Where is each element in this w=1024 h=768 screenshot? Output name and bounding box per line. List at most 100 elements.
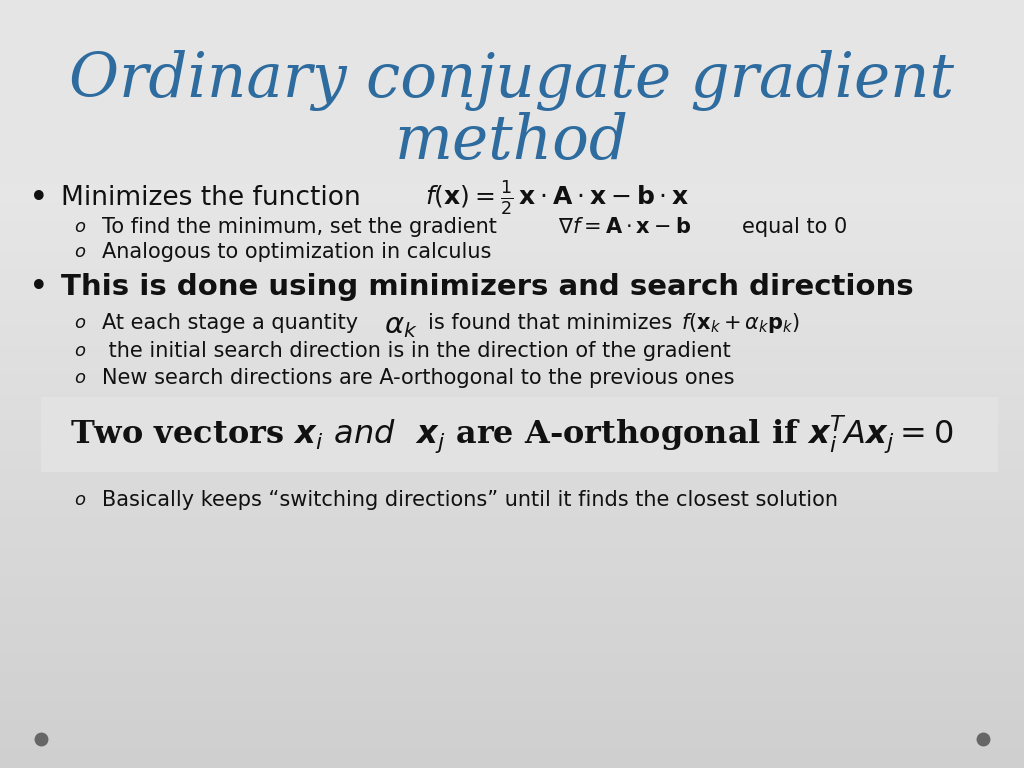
Text: At each stage a quantity: At each stage a quantity	[102, 313, 358, 333]
Bar	[0, 749, 1024, 759]
Text: Minimizes the function: Minimizes the function	[61, 185, 361, 211]
Bar	[0, 682, 1024, 691]
Bar	[0, 134, 1024, 144]
Bar	[41, 397, 998, 472]
Bar	[0, 0, 1024, 9]
Bar	[0, 0, 1024, 384]
Bar	[0, 317, 1024, 326]
Bar	[0, 730, 1024, 739]
Bar	[0, 720, 1024, 730]
Bar	[0, 106, 1024, 115]
Bar	[0, 384, 1024, 768]
Bar	[0, 375, 1024, 384]
Text: Analogous to optimization in calculus: Analogous to optimization in calculus	[102, 242, 492, 262]
Text: o: o	[74, 491, 85, 509]
Text: o: o	[74, 218, 85, 237]
Bar	[0, 307, 1024, 316]
Bar	[0, 442, 1024, 452]
Bar	[0, 58, 1024, 68]
Bar	[0, 643, 1024, 653]
Text: o: o	[74, 243, 85, 261]
Bar	[0, 365, 1024, 375]
Text: $\alpha_k$: $\alpha_k$	[384, 312, 418, 339]
Bar	[0, 384, 1024, 393]
Text: This is done using minimizers and search directions: This is done using minimizers and search…	[61, 273, 914, 301]
Bar	[0, 336, 1024, 346]
Text: •: •	[29, 182, 48, 214]
Bar	[0, 538, 1024, 547]
Bar	[0, 0, 1024, 184]
Text: o: o	[74, 314, 85, 333]
Bar	[0, 125, 1024, 134]
Bar	[0, 211, 1024, 221]
Bar	[0, 480, 1024, 490]
Bar	[0, 38, 1024, 48]
Bar	[0, 250, 1024, 260]
Bar	[0, 288, 1024, 297]
Bar	[0, 624, 1024, 634]
Bar	[0, 173, 1024, 183]
Bar	[0, 547, 1024, 557]
Bar	[0, 509, 1024, 518]
Bar	[0, 144, 1024, 154]
Bar	[0, 230, 1024, 240]
Bar	[0, 422, 1024, 432]
Text: Basically keeps “switching directions” until it finds the closest solution: Basically keeps “switching directions” u…	[102, 490, 839, 510]
Text: o: o	[74, 342, 85, 360]
Bar	[0, 595, 1024, 605]
Bar	[0, 260, 1024, 269]
Text: $f(\mathbf{x}) = \frac{1}{2}\,\mathbf{x} \cdot \mathbf{A} \cdot \mathbf{x} - \ma: $f(\mathbf{x}) = \frac{1}{2}\,\mathbf{x}…	[425, 179, 689, 217]
Bar	[0, 691, 1024, 700]
Text: the initial search direction is in the direction of the gradient: the initial search direction is in the d…	[102, 341, 731, 361]
Text: New search directions are A-orthogonal to the previous ones: New search directions are A-orthogonal t…	[102, 368, 735, 388]
Bar	[0, 68, 1024, 77]
Text: $f(\mathbf{x}_k + \alpha_k \mathbf{p}_k)$: $f(\mathbf{x}_k + \alpha_k \mathbf{p}_k)…	[681, 311, 800, 336]
Bar	[0, 461, 1024, 470]
Bar	[0, 48, 1024, 58]
Bar	[0, 413, 1024, 422]
Bar	[0, 739, 1024, 749]
Bar	[0, 298, 1024, 307]
Bar	[0, 490, 1024, 499]
Bar	[0, 518, 1024, 528]
Bar	[0, 77, 1024, 87]
Bar	[0, 528, 1024, 538]
Bar	[0, 605, 1024, 614]
Bar	[0, 557, 1024, 567]
Bar	[0, 759, 1024, 768]
Bar	[0, 576, 1024, 585]
Bar	[0, 240, 1024, 250]
Text: Two vectors $\boldsymbol{x}_i$ $\mathit{and}$  $\boldsymbol{x}_j$ are A-orthogon: Two vectors $\boldsymbol{x}_i$ $\mathit{…	[71, 414, 953, 455]
Text: equal to 0: equal to 0	[742, 217, 848, 237]
Text: o: o	[74, 369, 85, 387]
Bar	[0, 192, 1024, 201]
Bar	[0, 269, 1024, 279]
Text: method: method	[395, 112, 629, 172]
Bar	[0, 10, 1024, 19]
Bar	[0, 567, 1024, 576]
Bar	[0, 451, 1024, 461]
Bar	[0, 394, 1024, 403]
Text: •: •	[29, 271, 48, 303]
Bar	[0, 614, 1024, 624]
Bar	[0, 355, 1024, 365]
Bar	[0, 470, 1024, 480]
Bar	[0, 19, 1024, 28]
Bar	[0, 662, 1024, 672]
Bar	[0, 634, 1024, 644]
Bar	[0, 279, 1024, 288]
Bar	[0, 164, 1024, 173]
Bar	[0, 710, 1024, 720]
Bar	[0, 672, 1024, 682]
Bar	[0, 96, 1024, 105]
Text: To find the minimum, set the gradient: To find the minimum, set the gradient	[102, 217, 498, 237]
Bar	[0, 115, 1024, 124]
Bar	[0, 29, 1024, 38]
Bar	[0, 403, 1024, 413]
Bar	[0, 586, 1024, 595]
Bar	[0, 653, 1024, 662]
Text: $\nabla f = \mathbf{A} \cdot \mathbf{x} - \mathbf{b}$: $\nabla f = \mathbf{A} \cdot \mathbf{x} …	[558, 217, 691, 237]
Bar	[0, 432, 1024, 442]
Bar	[0, 326, 1024, 336]
Bar	[0, 701, 1024, 710]
